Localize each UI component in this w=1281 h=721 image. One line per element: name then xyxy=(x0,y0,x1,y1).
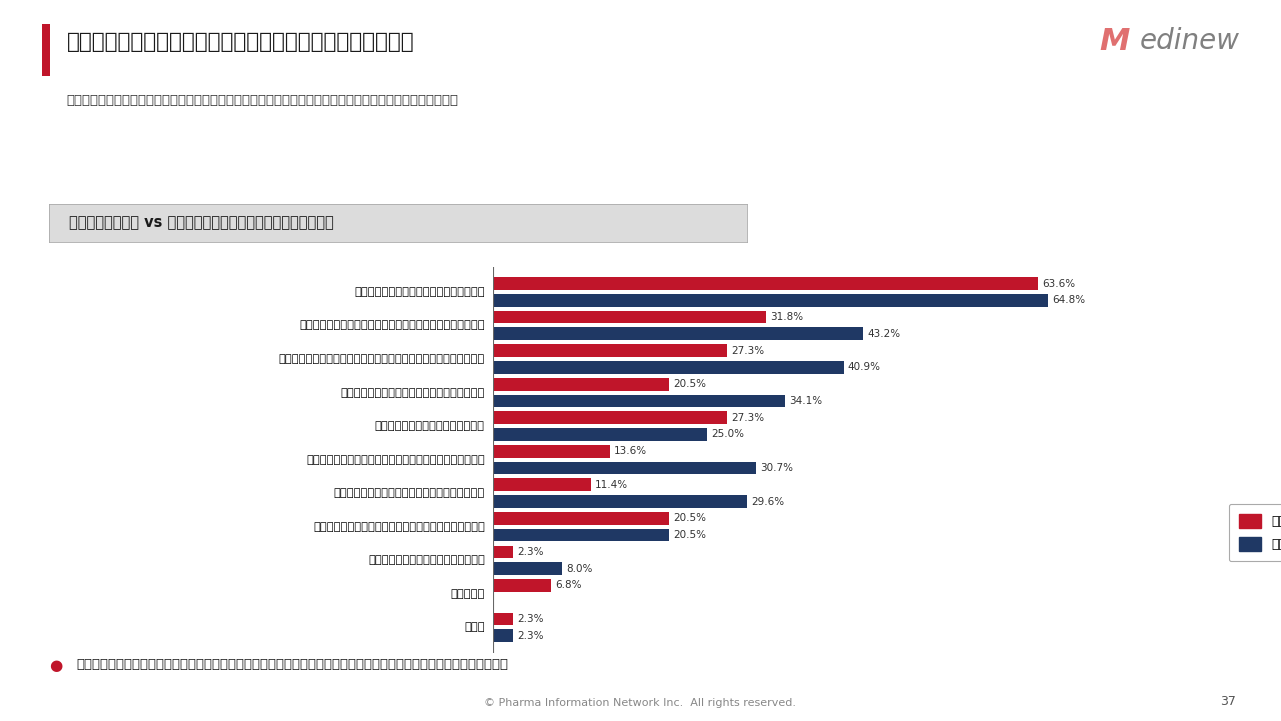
Text: 37: 37 xyxy=(1221,695,1236,708)
Text: 11.4%: 11.4% xyxy=(596,479,628,490)
Text: 64.8%: 64.8% xyxy=(1053,296,1086,305)
Text: 29.6%: 29.6% xyxy=(751,497,784,507)
Bar xyxy=(493,311,766,324)
Bar xyxy=(493,479,591,491)
Text: 人材不足は共通の課題だが、デジタル化非順調群では、予算や整備など、基本的なことが課題になっていることが多い。: 人材不足は共通の課題だが、デジタル化非順調群では、予算や整備など、基本的なことが… xyxy=(77,658,509,671)
Text: 27.3%: 27.3% xyxy=(731,412,765,423)
Text: 20.5%: 20.5% xyxy=(673,513,706,523)
Bar xyxy=(493,461,756,474)
Text: 13.6%: 13.6% xyxy=(614,446,647,456)
Text: M: M xyxy=(1099,27,1130,56)
Text: 27.3%: 27.3% xyxy=(731,345,765,355)
Text: デジタル化順調群 vs 非順調群：デジタルツールの利活用の課題: デジタル化順調群 vs 非順調群：デジタルツールの利活用の課題 xyxy=(69,216,334,230)
Bar xyxy=(493,361,844,373)
Text: 2.3%: 2.3% xyxy=(518,547,543,557)
Bar xyxy=(493,394,785,407)
Text: 問：あなたの所属する部署では、ツールの利活用に関してどのような課題を抱えていますか？（複数選択可）: 問：あなたの所属する部署では、ツールの利活用に関してどのような課題を抱えています… xyxy=(67,94,459,107)
Bar xyxy=(493,613,512,625)
Bar xyxy=(493,327,863,340)
Bar xyxy=(493,546,512,558)
Text: デジタル化非順調群では、予算やルール整備の課題が大きい: デジタル化非順調群では、予算やルール整備の課題が大きい xyxy=(67,32,414,53)
Text: 31.8%: 31.8% xyxy=(770,312,803,322)
Bar xyxy=(493,579,551,592)
Bar xyxy=(493,277,1038,290)
Text: 63.6%: 63.6% xyxy=(1043,278,1076,288)
Bar xyxy=(493,445,610,458)
Legend: デジタル化順調群（n=44）, デジタル化非順調群（n=88）: デジタル化順調群（n=44）, デジタル化非順調群（n=88） xyxy=(1228,504,1281,562)
Bar xyxy=(493,412,728,424)
Bar xyxy=(493,428,707,441)
Text: 43.2%: 43.2% xyxy=(867,329,901,339)
Bar xyxy=(493,294,1048,306)
Text: 25.0%: 25.0% xyxy=(712,430,744,440)
Bar xyxy=(493,344,728,357)
Text: 40.9%: 40.9% xyxy=(848,363,881,373)
Text: 2.3%: 2.3% xyxy=(518,631,543,641)
Text: 2.3%: 2.3% xyxy=(518,614,543,624)
Text: © Pharma Information Network Inc.  All rights reserved.: © Pharma Information Network Inc. All ri… xyxy=(484,698,797,708)
Bar xyxy=(493,629,512,642)
Text: 6.8%: 6.8% xyxy=(556,580,583,590)
Bar xyxy=(493,562,561,575)
Bar xyxy=(493,495,747,508)
Bar xyxy=(493,528,669,541)
Text: 30.7%: 30.7% xyxy=(761,463,793,473)
Text: edinew: edinew xyxy=(1140,27,1240,56)
Text: 34.1%: 34.1% xyxy=(789,396,822,406)
Text: 8.0%: 8.0% xyxy=(566,564,592,574)
Text: 20.5%: 20.5% xyxy=(673,530,706,540)
Text: ●: ● xyxy=(49,658,61,673)
Bar xyxy=(493,378,669,391)
Bar xyxy=(493,512,669,525)
Text: 20.5%: 20.5% xyxy=(673,379,706,389)
